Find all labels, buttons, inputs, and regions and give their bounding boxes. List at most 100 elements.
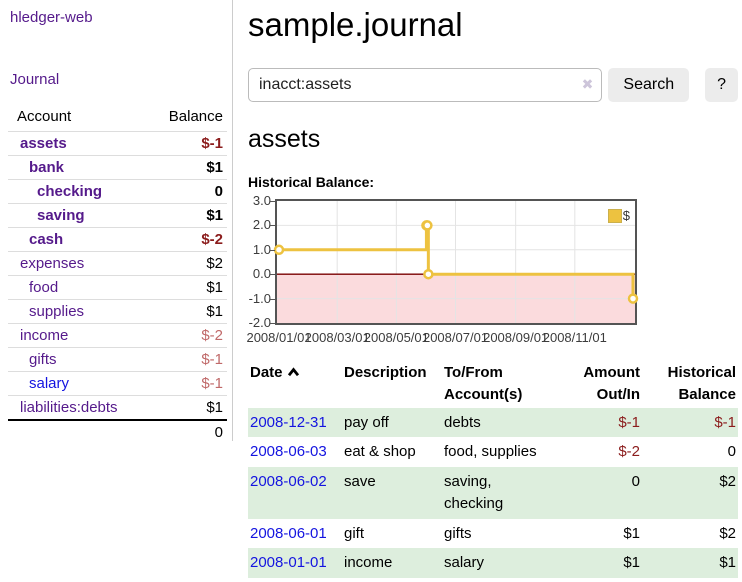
register-row: 2008-01-01 income salary $1 $1 <box>248 548 738 578</box>
register-cell-description: gift <box>344 524 365 542</box>
sidebar-account-row: food $1 <box>8 275 227 300</box>
register-row: 2008-06-01 gift gifts $1 $2 <box>248 519 738 549</box>
nav-journal-link[interactable]: Journal <box>10 71 60 88</box>
accounts-table-header: Account Balance <box>8 105 227 132</box>
sidebar-account-balance: $1 <box>206 159 223 176</box>
register-cell-balance: $-1 <box>714 413 736 431</box>
sidebar-account-link[interactable]: salary <box>29 375 70 392</box>
sidebar-account-row: checking 0 <box>8 179 227 204</box>
sidebar-account-link[interactable]: bank <box>29 159 65 176</box>
sidebar-account-link[interactable]: cash <box>29 231 64 248</box>
y-axis-tick-label: 3.0 <box>252 193 271 208</box>
clear-search-icon[interactable]: ✖ <box>581 76 594 92</box>
sidebar: hledger-web Journal Account Balance asse… <box>0 0 233 441</box>
sidebar-account-balance: $-2 <box>201 231 223 248</box>
sort-ascending-icon <box>287 362 300 384</box>
y-axis-tick-mark <box>270 274 275 276</box>
y-axis-tick-mark <box>270 225 275 227</box>
sidebar-account-link[interactable]: gifts <box>29 351 57 368</box>
sidebar-account-balance: $1 <box>206 207 223 224</box>
register-cell-amount: $-1 <box>618 413 640 431</box>
register-cell-date[interactable]: 2008-12-31 <box>250 413 327 431</box>
sidebar-account-balance: $-1 <box>201 135 223 152</box>
sidebar-account-balance: 0 <box>214 183 223 200</box>
y-axis-tick-label: -2.0 <box>248 315 271 330</box>
register-cell-amount: $1 <box>623 524 640 542</box>
register-cell-balance: $2 <box>719 524 736 542</box>
y-axis-tick-mark <box>270 298 275 300</box>
register-cell-date[interactable]: 2008-06-02 <box>250 473 327 490</box>
register-header-date[interactable]: Date <box>248 360 342 408</box>
register-row: 2008-06-03 eat & shop food, supplies $-2 0 <box>248 437 738 467</box>
y-axis-tick-mark <box>270 201 275 202</box>
chart-legend: $ <box>607 208 630 223</box>
search-form: ✖ Search ? <box>248 68 738 102</box>
sidebar-account-row: cash $-2 <box>8 227 227 252</box>
y-axis-tick-label: -1.0 <box>248 290 271 306</box>
register-cell-accounts: food, supplies <box>444 443 537 461</box>
accounts-table: Account Balance assets $-1 bank $1 checking 0… <box>8 105 227 444</box>
sidebar-account-row: income $-2 <box>8 323 227 348</box>
x-axis-tick-label: 2008/11/01 <box>542 330 607 345</box>
register-cell-balance: $1 <box>719 554 736 572</box>
historical-balance-chart: $ 3.0 2.0 1.0 0.0 -1.0 -2.0 2008/01/01 2008/03/… <box>246 193 738 347</box>
register-cell-description: save <box>344 473 376 490</box>
y-axis-tick-mark <box>270 249 275 251</box>
register-cell-date[interactable]: 2008-06-01 <box>250 524 327 542</box>
sidebar-account-link[interactable]: expenses <box>20 255 85 272</box>
sidebar-account-link[interactable]: food <box>29 279 59 296</box>
sidebar-account-link[interactable]: saving <box>37 207 85 224</box>
register-cell-description: income <box>344 554 393 572</box>
register-cell-description: pay off <box>344 413 389 431</box>
sidebar-account-balance: $-1 <box>201 351 223 368</box>
app-brand-link[interactable]: hledger-web <box>10 9 93 26</box>
register-cell-accounts: saving, checking <box>444 473 504 512</box>
y-axis-tick-label: 2.0 <box>252 217 271 233</box>
register-header-row: Date Description To/From Account(s) Amou… <box>248 360 738 408</box>
register-cell-balance: 0 <box>727 443 736 461</box>
chart-plot-area: $ <box>273 199 639 325</box>
sidebar-account-link[interactable]: supplies <box>29 303 85 320</box>
register-row: 2008-12-31 pay off debts $-1 $-1 <box>248 407 738 438</box>
sidebar-account-balance: $-2 <box>201 327 223 344</box>
search-input[interactable] <box>248 68 603 102</box>
register-cell-accounts: debts <box>444 413 481 431</box>
sidebar-account-balance: $1 <box>206 303 223 320</box>
sidebar-account-row: assets $-1 <box>8 131 227 156</box>
chart-title: Historical Balance: <box>248 174 375 190</box>
register-row: 2008-06-02 save saving, checking 0 $2 <box>248 467 738 519</box>
account-title: assets <box>248 125 321 153</box>
sidebar-account-link[interactable]: income <box>20 327 69 344</box>
legend-swatch-icon <box>607 208 622 223</box>
sidebar-account-link[interactable]: checking <box>37 183 103 200</box>
accounts-header-account: Account <box>17 108 72 125</box>
accounts-total-row: 0 <box>8 420 227 444</box>
search-button[interactable]: Search <box>608 68 690 102</box>
sidebar-account-row: liabilities:debts $1 <box>8 395 227 421</box>
register-table: Date Description To/From Account(s) Amou… <box>248 360 738 578</box>
main-content: sample.journal ✖ Search ? assets Histori… <box>246 0 738 578</box>
help-button[interactable]: ? <box>705 68 738 102</box>
accounts-total-balance: 0 <box>214 424 223 441</box>
sidebar-account-row: expenses $2 <box>8 251 227 276</box>
sidebar-account-row: bank $1 <box>8 155 227 180</box>
sidebar-account-link[interactable]: liabilities:debts <box>20 399 118 416</box>
register-header-amount: Amount Out/In <box>583 364 640 403</box>
register-header-description: Description <box>344 364 427 381</box>
sidebar-account-row: supplies $1 <box>8 299 227 324</box>
sidebar-account-link[interactable]: assets <box>20 135 67 152</box>
x-axis-tick-label: 2008/09/01 <box>483 330 549 345</box>
y-axis-tick-label: 0.0 <box>252 266 271 282</box>
page-title: sample.journal <box>248 6 463 43</box>
x-axis-tick-label: 2008/05/01 <box>363 330 429 345</box>
register-header-accounts: To/From Account(s) <box>444 364 523 403</box>
y-axis-tick-label: 1.0 <box>252 241 271 257</box>
x-axis-tick-label: 2008/07/01 <box>422 330 489 345</box>
register-cell-accounts: gifts <box>444 524 472 542</box>
register-cell-balance: $2 <box>719 473 736 490</box>
sidebar-account-balance: $2 <box>206 255 223 272</box>
register-cell-date[interactable]: 2008-06-03 <box>250 443 327 461</box>
register-cell-amount: 0 <box>631 473 640 490</box>
register-cell-date[interactable]: 2008-01-01 <box>250 554 327 572</box>
legend-label: $ <box>622 208 630 223</box>
